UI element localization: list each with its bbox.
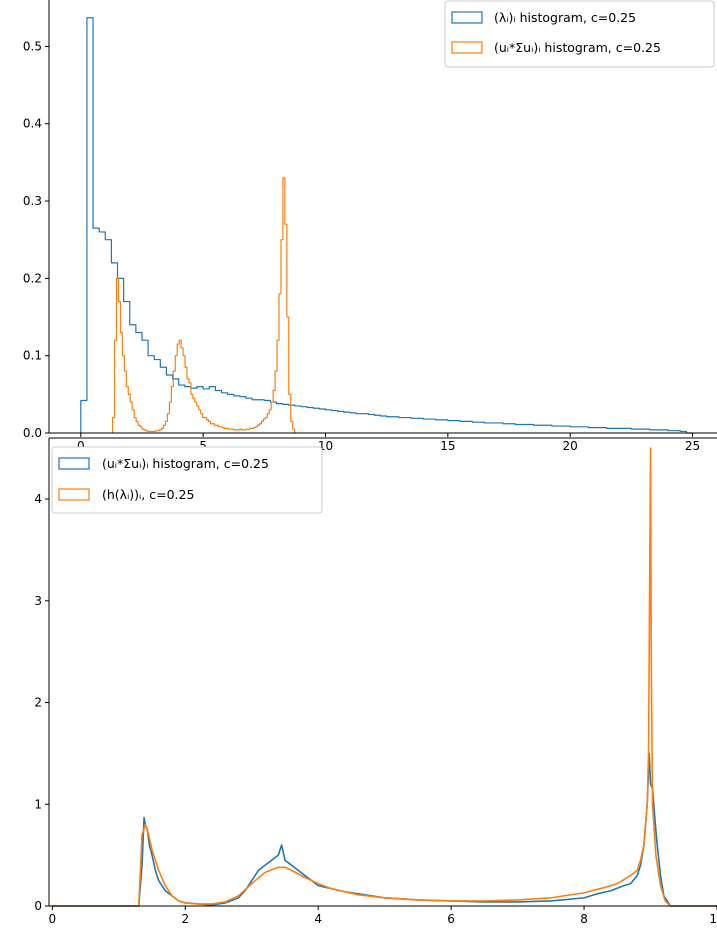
top-legend-label-lambda: (λᵢ)ᵢ histogram, c=0.25 [494,10,636,25]
top-series-1-line [112,177,297,434]
top-y-tick-label: 0.4 [23,117,42,131]
bottom-x-tick-label: 0 [49,912,57,926]
bottom-legend-label-h: (h(λᵢ))ᵢ, c=0.25 [102,487,194,502]
bottom-x-ticks: 0 2 4 6 8 10 [49,906,717,926]
top-x-tick-label: 25 [685,439,700,453]
top-x-tick-label: 0 [77,439,85,453]
top-y-tick-label: 0.1 [23,349,42,363]
bottom-x-tick-label: 10 [709,912,717,926]
top-y-tick-label: 0.0 [23,426,42,440]
top-legend-label-u: (uᵢ*Σuᵢ)ᵢ histogram, c=0.25 [494,40,661,55]
bottom-series-group [52,447,717,907]
bottom-x-tick-label: 4 [314,912,322,926]
top-x-ticks: 0 5 10 15 20 25 [77,433,700,453]
bottom-y-tick-label: 2 [34,696,42,710]
bottom-legend-swatch-u [58,457,90,470]
top-legend-frame [444,0,715,68]
bottom-x-tick-label: 6 [447,912,455,926]
bottom-x-tick-label: 8 [580,912,588,926]
bottom-y-tick-label: 3 [34,594,42,608]
top-histogram-panel: 0 5 10 15 20 25 0.00.10.20.30.40.5 (λᵢ)ᵢ hist… [23,0,717,453]
top-series-group [80,17,693,434]
top-y-tick-label: 0.2 [23,271,42,285]
bottom-line-panel: 0 2 4 6 8 10 0 1 2 3 4 (uᵢ*Σuᵢ)ᵢ histogram, c=0.2… [34,437,717,926]
top-legend-swatch-lambda [451,11,483,24]
top-y-tick-label: 0.5 [23,39,42,53]
bottom-x-tick-label: 2 [181,912,189,926]
top-legend-swatch-u [451,41,483,54]
bottom-legend-frame [51,446,323,514]
bottom-legend-swatch-h [58,488,90,501]
bottom-y-ticks: 0 1 2 3 4 [34,492,49,913]
top-series-0-line [80,17,693,434]
top-x-tick-label: 15 [440,439,455,453]
top-y-tick-label: 0.3 [23,194,42,208]
top-x-tick-label: 5 [199,439,207,453]
bottom-y-tick-label: 1 [34,797,42,811]
bottom-series-1-line [52,447,717,907]
bottom-y-tick-label: 4 [34,492,42,506]
top-y-ticks: 0.0 0.1 0.2 0.3 0.4 0.5 [23,39,49,440]
bottom-legend-label-u: (uᵢ*Σuᵢ)ᵢ histogram, c=0.25 [102,456,269,471]
top-x-tick-label: 20 [563,439,578,453]
bottom-y-tick-label: 0 [34,899,42,913]
bottom-legend: (uᵢ*Σuᵢ)ᵢ histogram, c=0.25 (h(λᵢ))ᵢ, c=… [51,446,323,514]
top-legend: (λᵢ)ᵢ histogram, c=0.25 (uᵢ*Σuᵢ)ᵢ histog… [444,0,715,68]
